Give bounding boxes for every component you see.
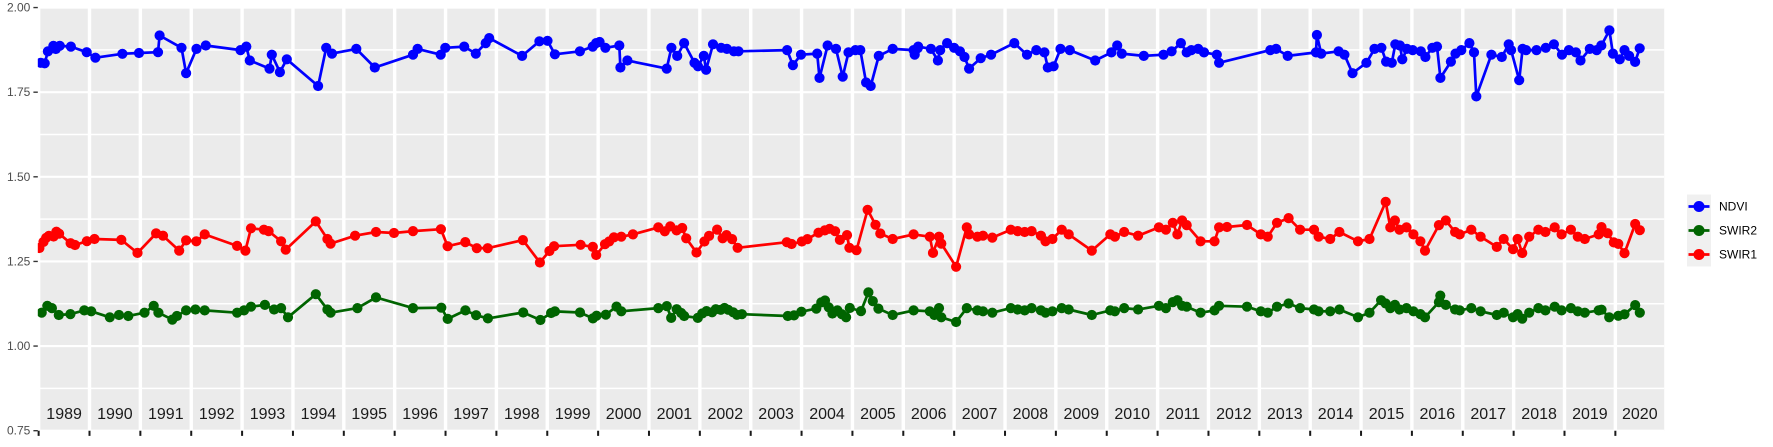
svg-text:2012: 2012	[1216, 406, 1252, 423]
svg-text:2000: 2000	[606, 406, 642, 423]
svg-text:1989: 1989	[46, 406, 82, 423]
svg-text:2008: 2008	[1013, 406, 1049, 423]
svg-text:2020: 2020	[1622, 406, 1658, 423]
svg-text:2018: 2018	[1521, 406, 1557, 423]
svg-text:2016: 2016	[1420, 406, 1456, 423]
svg-text:1.00: 1.00	[7, 339, 31, 353]
svg-text:2005: 2005	[860, 406, 896, 423]
svg-text:1992: 1992	[199, 406, 235, 423]
svg-text:1.50: 1.50	[7, 170, 31, 184]
svg-text:1995: 1995	[351, 406, 387, 423]
svg-text:2.00: 2.00	[7, 1, 31, 15]
svg-text:2007: 2007	[962, 406, 998, 423]
svg-text:2001: 2001	[657, 406, 693, 423]
svg-text:1998: 1998	[504, 406, 540, 423]
svg-text:2006: 2006	[911, 406, 947, 423]
svg-text:SWIR2: SWIR2	[1719, 224, 1757, 238]
svg-text:2017: 2017	[1470, 406, 1506, 423]
svg-text:2010: 2010	[1114, 406, 1150, 423]
svg-text:2019: 2019	[1572, 406, 1608, 423]
svg-text:1990: 1990	[97, 406, 133, 423]
svg-text:1991: 1991	[148, 406, 184, 423]
svg-text:1999: 1999	[555, 406, 591, 423]
svg-text:NDVI: NDVI	[1719, 200, 1748, 214]
svg-text:2015: 2015	[1369, 406, 1405, 423]
svg-text:1.25: 1.25	[7, 254, 31, 268]
svg-text:1997: 1997	[453, 406, 489, 423]
svg-text:2013: 2013	[1267, 406, 1303, 423]
svg-text:1.75: 1.75	[7, 85, 31, 99]
svg-text:2002: 2002	[708, 406, 744, 423]
svg-text:2014: 2014	[1318, 406, 1354, 423]
svg-text:1993: 1993	[250, 406, 286, 423]
svg-text:2003: 2003	[758, 406, 794, 423]
svg-text:2011: 2011	[1166, 406, 1201, 423]
svg-text:0.75: 0.75	[7, 424, 31, 438]
svg-text:2004: 2004	[809, 406, 845, 423]
svg-text:1996: 1996	[402, 406, 438, 423]
svg-text:SWIR1: SWIR1	[1719, 248, 1757, 262]
svg-text:1994: 1994	[301, 406, 337, 423]
svg-text:2009: 2009	[1064, 406, 1100, 423]
